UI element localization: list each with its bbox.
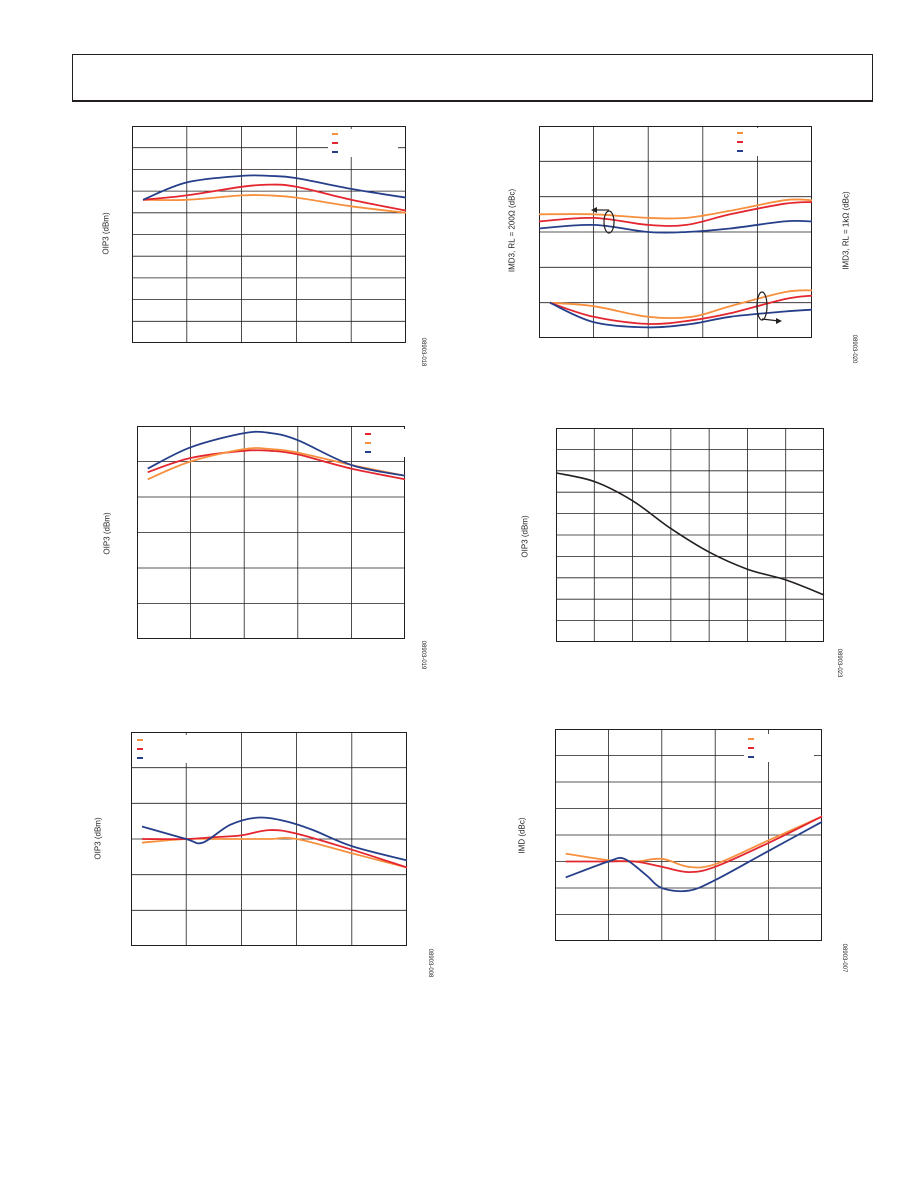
series-line-blue — [538, 219, 813, 234]
legend-box — [744, 734, 814, 762]
plot-frame — [132, 126, 406, 343]
figure-id: 08903-020 — [851, 334, 857, 364]
series-line-red — [142, 183, 407, 212]
grid — [555, 729, 822, 941]
series-line-red — [549, 294, 813, 325]
series-line-blue — [565, 821, 823, 893]
plot-frame — [556, 428, 824, 642]
series-line-orange — [141, 837, 408, 869]
imd3-chart — [538, 126, 813, 338]
imd-chart — [555, 729, 823, 941]
y-axis-label: OIP3 (dBm) — [93, 817, 103, 860]
oip3-chart-3 — [555, 428, 825, 642]
oip3-chart-4 — [131, 732, 408, 946]
legend-box — [361, 429, 431, 457]
series-line-red — [141, 829, 408, 869]
grid — [137, 426, 405, 639]
legend — [133, 735, 203, 763]
series-line-blue — [141, 816, 408, 862]
legend-box — [733, 128, 803, 156]
figure-id: 08903-007 — [841, 943, 847, 973]
legend — [744, 734, 814, 762]
figure-id: 08903-018 — [420, 337, 426, 367]
page-header-box — [72, 54, 873, 102]
legend-box — [328, 129, 398, 157]
left-axis-ellipse — [603, 210, 615, 234]
right-arrow-head — [776, 318, 782, 324]
series-line-blue — [147, 430, 406, 477]
oip3-chart-1 — [132, 126, 407, 343]
oip3-chart-2 — [137, 426, 431, 639]
series-line-orange — [538, 198, 813, 220]
series-line-orange — [142, 194, 407, 214]
plot-frame — [137, 426, 405, 639]
y-axis-label-right: IMD3, RL = 1kΩ (dBc) — [841, 191, 851, 270]
y-axis-label: IMD (dBc) — [517, 817, 527, 854]
y-axis-label: OIP3 (dBm) — [102, 512, 112, 555]
series-line-blue — [549, 301, 813, 329]
y-axis-label: OIP3 (dBm) — [101, 212, 111, 255]
legend — [361, 429, 431, 457]
left-arrow-head — [591, 207, 597, 213]
axis-indicators — [591, 207, 782, 324]
plot-frame — [131, 732, 407, 946]
grid — [556, 428, 824, 642]
plot-frame — [555, 729, 822, 941]
y-axis-label-left: IMD3, RL = 200Ω (dBc) — [507, 188, 517, 273]
series-line-orange — [549, 289, 813, 320]
figure-id: 08903-019 — [420, 640, 426, 670]
figure-id: 08903-023 — [836, 648, 842, 678]
series-line-black — [555, 472, 825, 596]
figure-id: 08903-008 — [427, 948, 433, 978]
series-line-blue — [142, 174, 407, 201]
legend-box — [133, 735, 203, 763]
y-axis-label: OIP3 (dBm) — [520, 515, 530, 558]
series-line-red — [538, 201, 813, 227]
legend — [733, 128, 803, 156]
plot-frame — [539, 126, 812, 338]
series-line-red — [147, 449, 406, 481]
right-axis-ellipse — [756, 291, 768, 321]
legend — [328, 129, 398, 157]
grid — [132, 126, 406, 343]
